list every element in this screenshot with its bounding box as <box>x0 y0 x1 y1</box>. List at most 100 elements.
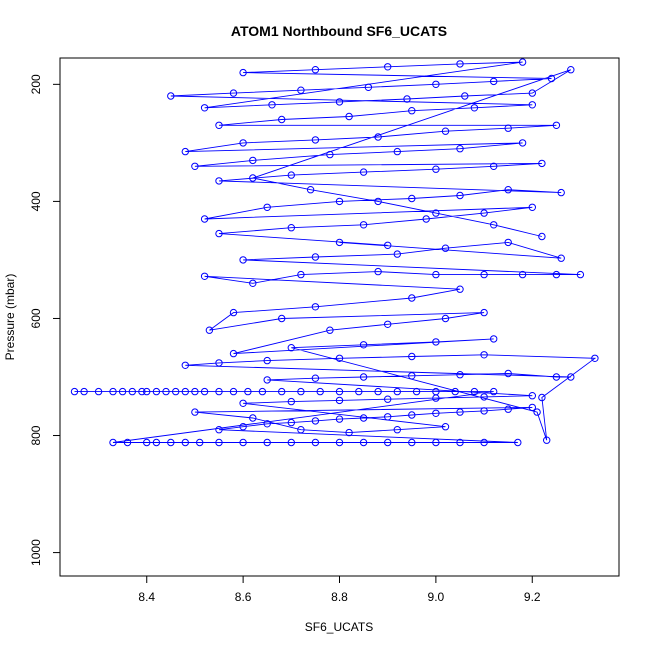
y-tick-label: 800 <box>29 425 43 445</box>
data-point <box>456 371 464 379</box>
data-point <box>172 387 180 396</box>
series-points <box>70 58 599 447</box>
data-point <box>552 373 561 381</box>
data-point <box>311 136 320 144</box>
data-point <box>152 438 161 447</box>
data-point <box>480 351 488 359</box>
data-point <box>335 387 344 396</box>
data-point <box>456 60 464 68</box>
data-point <box>490 162 498 171</box>
data-point <box>355 387 363 396</box>
data-point <box>533 408 541 416</box>
data-point <box>162 387 170 396</box>
data-point <box>384 413 392 421</box>
data-point <box>258 387 267 396</box>
data-point <box>311 66 320 74</box>
chart-title: ATOM1 Northbound SF6_UCATS <box>231 23 447 39</box>
data-point <box>335 354 344 362</box>
data-point <box>359 438 368 447</box>
data-point <box>441 244 450 252</box>
data-point <box>359 373 368 381</box>
data-point <box>432 338 440 346</box>
data-point <box>422 215 430 223</box>
y-tick-label: 1000 <box>29 539 43 566</box>
data-point <box>239 438 247 447</box>
data-point <box>196 438 204 447</box>
data-point <box>470 387 479 396</box>
data-point <box>249 279 257 287</box>
x-tick-label: 8.4 <box>138 590 155 604</box>
x-tick-label: 9.0 <box>428 590 445 604</box>
data-point <box>490 387 498 396</box>
data-point <box>408 372 416 380</box>
data-point <box>538 159 546 168</box>
data-point <box>239 399 247 407</box>
data-point <box>249 156 257 165</box>
data-point <box>215 229 223 238</box>
data-point <box>138 387 146 396</box>
plot-area <box>70 58 599 447</box>
data-point <box>456 285 464 293</box>
data-point <box>109 387 117 396</box>
data-point <box>359 414 368 422</box>
data-point <box>441 423 450 431</box>
data-point <box>326 150 334 159</box>
data-point <box>480 438 488 447</box>
data-point <box>335 98 344 106</box>
data-point <box>480 270 488 279</box>
data-point <box>504 124 512 132</box>
data-point <box>480 209 488 217</box>
data-point <box>239 256 247 264</box>
y-tick-label: 400 <box>29 191 43 211</box>
data-point <box>504 238 512 247</box>
x-tick-label: 8.8 <box>331 590 348 604</box>
data-point <box>311 253 320 261</box>
data-point <box>374 267 382 276</box>
data-point <box>143 438 151 447</box>
data-point <box>528 392 536 400</box>
data-point <box>335 238 344 247</box>
data-point <box>490 77 498 86</box>
data-point <box>432 394 440 402</box>
data-point <box>480 393 488 401</box>
data-point <box>393 147 401 156</box>
data-point <box>403 95 411 103</box>
data-point <box>412 387 421 396</box>
data-point <box>538 232 546 241</box>
data-point <box>504 186 512 194</box>
data-point <box>557 188 565 197</box>
data-point <box>335 197 344 206</box>
data-point <box>374 133 382 141</box>
data-point <box>393 250 401 258</box>
data-point <box>297 426 305 434</box>
data-point <box>128 387 137 396</box>
data-point <box>268 101 276 109</box>
data-point <box>143 387 151 396</box>
data-point <box>528 101 536 109</box>
x-axis: 8.4 8.6 8.8 9.0 9.2 <box>138 575 541 604</box>
x-tick-label: 8.6 <box>235 590 252 604</box>
data-point <box>311 303 320 311</box>
y-axis-label: Pressure (mbar) <box>3 274 17 361</box>
data-point <box>123 438 132 447</box>
data-point <box>215 438 223 447</box>
data-point <box>518 139 527 147</box>
data-point <box>384 63 392 71</box>
data-point <box>239 68 247 77</box>
data-point <box>167 92 175 100</box>
data-point <box>567 373 575 381</box>
data-point <box>490 335 498 343</box>
data-point <box>181 387 190 396</box>
data-point <box>229 349 238 358</box>
data-point <box>335 438 344 447</box>
data-point <box>200 387 209 396</box>
data-point <box>229 89 238 97</box>
data-point <box>432 438 440 447</box>
data-point <box>287 171 295 179</box>
data-point <box>287 418 295 427</box>
data-point <box>538 393 546 402</box>
data-point <box>384 241 392 250</box>
data-point <box>239 423 247 431</box>
data-point <box>408 294 416 302</box>
